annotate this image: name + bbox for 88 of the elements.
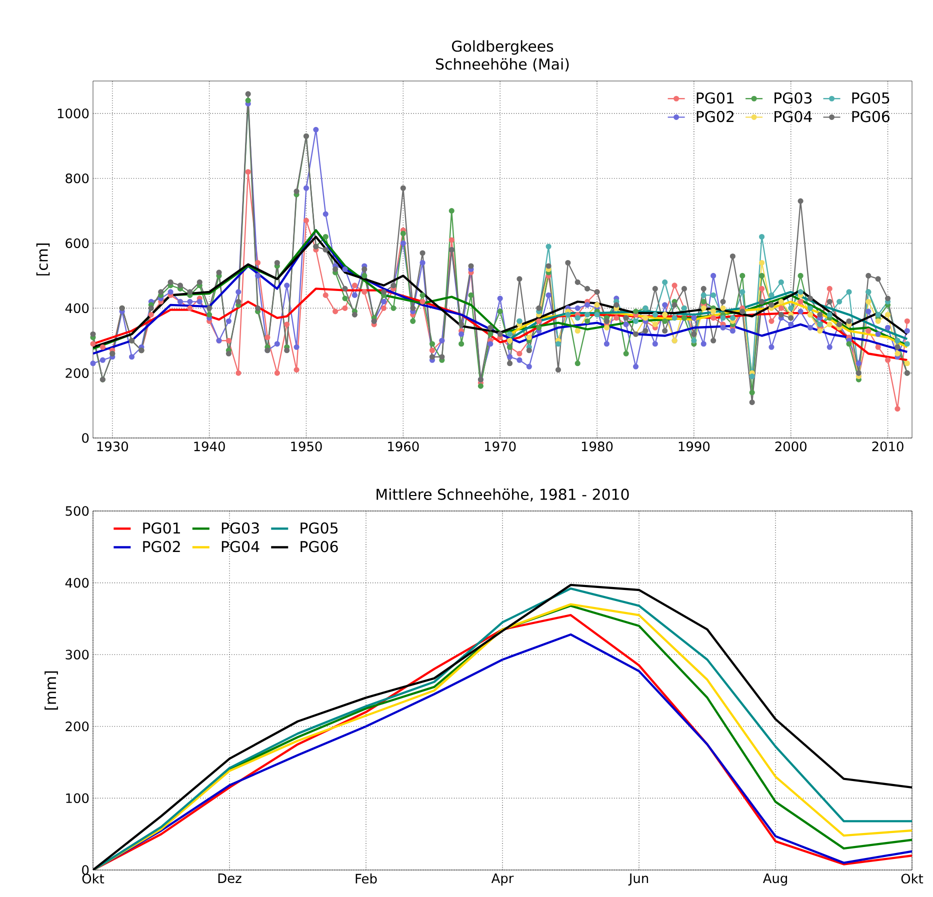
legend-label: PG02 (696, 110, 734, 122)
x-tick-label: 1970 (485, 442, 516, 452)
point (758, 234, 765, 240)
point (730, 315, 736, 321)
point (506, 338, 513, 344)
point (604, 324, 610, 330)
chart-title: Mittlere Schneehöhe, 1981 - 2010 (376, 488, 629, 502)
point (904, 360, 910, 366)
point (710, 308, 716, 314)
point (904, 341, 910, 347)
point (565, 312, 571, 318)
x-tick-label: Jun (628, 874, 648, 886)
point (546, 244, 552, 250)
legend-label: PG04 (774, 110, 812, 122)
y-tick-label: 1000 (58, 108, 89, 118)
point (836, 298, 842, 304)
y-tick-label: 300 (66, 650, 89, 660)
chart-title: Goldbergkees (452, 40, 554, 55)
x-tick-label: 1950 (291, 442, 322, 452)
legend-label: PG01 (696, 92, 734, 104)
x-tick-label: 2000 (775, 442, 806, 452)
x-tick-label: 1980 (582, 442, 613, 452)
point (700, 305, 706, 311)
point (894, 350, 900, 356)
point (875, 318, 881, 324)
point (826, 312, 832, 318)
y-tick-label: 0 (82, 865, 89, 875)
y-axis-title: [mm] (44, 671, 58, 710)
point (710, 292, 716, 298)
x-tick-label: 2010 (872, 442, 904, 452)
y-tick-label: 800 (66, 173, 89, 184)
point (875, 312, 881, 318)
point (672, 315, 678, 321)
point (788, 305, 794, 311)
point (768, 292, 774, 298)
legend-label: PG05 (852, 92, 890, 104)
x-tick-label: 1960 (388, 442, 419, 452)
y-tick-label: 400 (65, 303, 89, 314)
point (506, 331, 513, 337)
x-tick-label: Okt (901, 874, 924, 884)
point (778, 279, 784, 285)
y-tick-label: 400 (65, 578, 89, 588)
point (700, 292, 706, 298)
y-axis-title: [cm] (36, 244, 50, 276)
x-tick-label: Aug (762, 874, 787, 886)
y-tick-label: 500 (66, 506, 89, 516)
point (526, 334, 532, 340)
y-tick-label: 200 (66, 722, 89, 732)
point (758, 260, 765, 266)
point (632, 318, 639, 324)
point (574, 328, 580, 334)
legend-label: PG04 (222, 540, 260, 552)
y-tick-label: 200 (66, 368, 89, 378)
point (740, 289, 746, 295)
point (720, 305, 726, 311)
legend-label: PG05 (300, 522, 338, 534)
point (807, 305, 814, 311)
point (817, 328, 823, 334)
legend-label: PG06 (852, 110, 890, 122)
point (720, 315, 726, 321)
legend-label: PG03 (774, 92, 812, 104)
point (884, 312, 891, 318)
point (652, 322, 658, 328)
point (594, 312, 600, 318)
point (662, 279, 668, 285)
x-tick-label: Okt (82, 874, 104, 884)
y-tick-label: 0 (82, 433, 89, 443)
point (642, 315, 648, 321)
chart-subtitle: Schneehöhe (Mai) (436, 58, 569, 72)
point (798, 289, 804, 295)
x-tick-label: 1990 (678, 442, 710, 452)
legend-label: PG01 (143, 522, 180, 534)
point (866, 298, 872, 304)
y-tick-label: 600 (66, 238, 89, 248)
x-tick-label: Apr (491, 874, 514, 886)
point (594, 302, 600, 308)
point (826, 322, 832, 328)
legend-label: PG03 (222, 522, 259, 534)
x-tick-label: Feb (356, 874, 377, 884)
legend-label: PG06 (300, 540, 338, 552)
point (555, 341, 562, 347)
point (846, 289, 852, 295)
x-tick-label: 1940 (194, 442, 225, 452)
legend-label: PG02 (143, 540, 180, 552)
x-tick-label: Dez (218, 874, 242, 884)
point (574, 315, 580, 321)
y-tick-label: 100 (66, 793, 89, 804)
x-tick-label: 1930 (97, 442, 128, 452)
